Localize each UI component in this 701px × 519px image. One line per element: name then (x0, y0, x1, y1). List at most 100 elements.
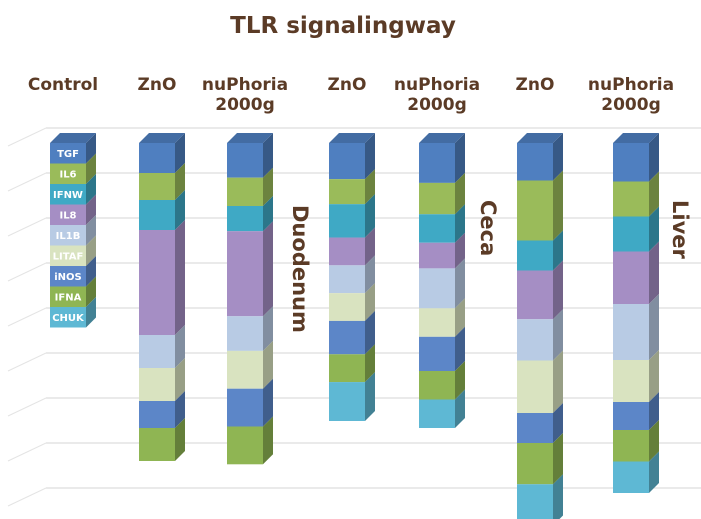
bar-segment-side (649, 350, 659, 402)
bar-segment-side (649, 451, 659, 493)
bar-top (139, 133, 185, 143)
bar-segment-side (553, 350, 563, 413)
bar-segment-side (86, 174, 96, 205)
bar-top (329, 133, 375, 143)
bar-segment-il8 (613, 251, 649, 304)
bar-segment-il8 (419, 242, 455, 269)
legend-label: CHUK (52, 313, 85, 324)
bar-segment-il6 (227, 177, 263, 206)
stacked-bar: TGF IL6 IFNW IL8 IL1B LITAF iNOS IFNA CHUK (50, 133, 96, 328)
tissue-labels: Duodenum Ceca Liver (288, 200, 692, 333)
bar-segment-chuk (517, 484, 553, 519)
column-label: nuPhoria (588, 75, 674, 95)
bar-segment-ifnw (139, 200, 175, 230)
bar-segment-side (263, 133, 273, 178)
column-label: nuPhoria (202, 75, 288, 95)
stacked-bar (613, 133, 659, 493)
column-label-line2: 2000g (407, 95, 466, 115)
bar-segment-litaf (419, 308, 455, 337)
bar-top (50, 133, 96, 143)
stacked-bar (517, 133, 563, 519)
bar-segment-chuk (329, 382, 365, 421)
tissue-label: Liver (668, 200, 692, 260)
bar-segment-side (365, 227, 375, 266)
bar-segment-side (86, 194, 96, 225)
column-label-line2: 2000g (601, 95, 660, 115)
bar-segment-il6 (329, 179, 365, 205)
bar-segment-il6 (139, 173, 175, 200)
bar-segment-side (553, 309, 563, 361)
column-label-line2: 2000g (215, 95, 274, 115)
bar-segment-ifna (517, 443, 553, 485)
bar-segment-side (365, 344, 375, 383)
bar-segment-side (175, 220, 185, 335)
bar-segment-tgf (139, 143, 175, 173)
stacked-bar (419, 133, 465, 428)
bar-segment-ifna (139, 428, 175, 461)
bar-segment-il8 (139, 230, 175, 335)
gridline-side (7, 172, 47, 192)
gridline-side (7, 352, 47, 372)
bar-segment-ifnw (419, 214, 455, 243)
bar-segment-litaf (50, 245, 86, 266)
gridline-side (7, 442, 47, 462)
bar-segment-il6 (517, 180, 553, 241)
bar-segment-side (455, 172, 465, 215)
bar-segment-side (263, 416, 273, 465)
bar-segment-side (553, 260, 563, 320)
bar-segment-il6 (613, 181, 649, 217)
bar-segment-litaf (613, 360, 649, 402)
bar-segment-chuk (50, 307, 86, 328)
bar-segment-side (553, 170, 563, 241)
bar-segment-side (263, 340, 273, 389)
bar-segment-tgf (50, 143, 86, 164)
bar-segment-side (263, 221, 273, 317)
bar-segment-ifna (227, 426, 263, 465)
bar-segment-side (86, 256, 96, 287)
bar-segment-side (263, 196, 273, 232)
bar-segment-side (365, 133, 375, 180)
bar-segment-side (365, 283, 375, 321)
bar-segment-ifna (329, 354, 365, 383)
bar-segment-side (86, 297, 96, 328)
bar-segment-side (86, 153, 96, 184)
gridline-side (7, 262, 47, 282)
chart-title: TLR signalingway (230, 13, 456, 39)
column-label: nuPhoria (394, 75, 480, 95)
bar-segment-side (263, 306, 273, 351)
bar-segment-side (649, 241, 659, 304)
bar-segment-side (86, 276, 96, 307)
gridline-side (7, 127, 47, 147)
bar-segment-side (86, 215, 96, 246)
gridline-side (7, 487, 47, 507)
bar-segment-inos (227, 388, 263, 427)
bar-segment-side (175, 133, 185, 173)
bar-segment-il1b (419, 268, 455, 309)
bar-top (517, 133, 563, 143)
stacked-bar (329, 133, 375, 421)
bar-segment-side (553, 403, 563, 443)
bar-segment-il6 (50, 163, 86, 184)
legend-label: IL1B (56, 231, 81, 242)
bar-segment-side (175, 163, 185, 200)
bar-segment-side (455, 258, 465, 309)
bar-top (613, 133, 659, 143)
bar-segment-chuk (419, 399, 455, 428)
bar-segment-side (365, 169, 375, 205)
bar-segment-il1b (227, 316, 263, 351)
bar-segment-inos (139, 401, 175, 428)
bar-segment-side (86, 133, 96, 164)
column-label: ZnO (138, 75, 177, 95)
bar-segment-side (553, 230, 563, 271)
bar-segment-side (175, 358, 185, 401)
bar-segment-ifnw (517, 240, 553, 271)
bar-segment-side (175, 190, 185, 230)
column-label: ZnO (516, 75, 555, 95)
bar-segment-side (455, 133, 465, 183)
bar-segment-inos (613, 402, 649, 430)
bar-segment-side (455, 389, 465, 428)
column-label: Control (28, 75, 98, 95)
bar-segment-side (86, 235, 96, 266)
bar-segment-side (365, 310, 375, 355)
